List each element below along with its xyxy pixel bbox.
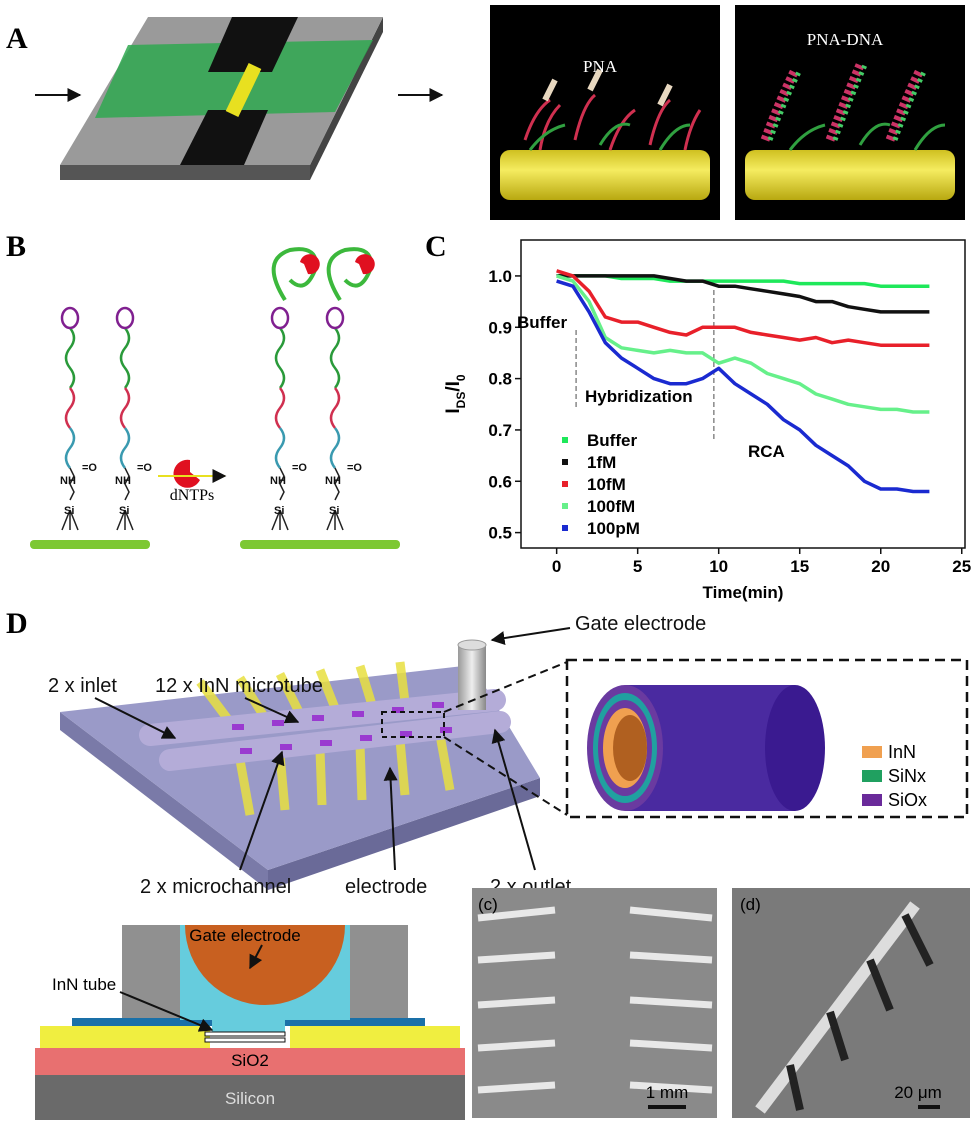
image-label: PNA	[583, 57, 618, 76]
series-line	[556, 274, 930, 288]
reagent-label: dNTPs	[170, 487, 214, 504]
y-axis-title-part: DS	[454, 392, 468, 409]
strand-label: Si	[119, 505, 129, 517]
legend-marker	[562, 437, 568, 443]
image-label: (c)	[478, 895, 498, 914]
x-tick-label: 25	[952, 557, 971, 576]
legend-swatch	[862, 746, 882, 758]
scale-label: 1 mm	[646, 1083, 689, 1102]
callout: InN tube	[52, 975, 116, 994]
cross-section	[35, 925, 465, 1120]
legend-marker	[562, 525, 568, 531]
strand-label: NH	[270, 475, 286, 487]
legend-swatch	[862, 770, 882, 782]
panel-label: A	[6, 22, 28, 55]
strand-label: NH	[115, 475, 131, 487]
series-line	[556, 279, 930, 494]
device-3d	[60, 639, 969, 890]
legend-marker	[562, 459, 568, 465]
legend-marker	[562, 503, 568, 509]
legend-label: SiOx	[888, 790, 927, 810]
annotation: Buffer	[517, 313, 567, 332]
panel-label: B	[6, 230, 26, 263]
series-line	[556, 274, 930, 314]
strand-label: Si	[274, 505, 284, 517]
y-tick-label: 1.0	[488, 267, 512, 286]
callout: 2 x inlet	[48, 675, 117, 697]
legend-label: 100pM	[587, 519, 640, 538]
x-tick-label: 15	[790, 557, 809, 576]
x-axis-title: Time(min)	[703, 583, 784, 602]
legend-label: InN	[888, 742, 916, 762]
legend-swatch	[862, 794, 882, 806]
strand-label: NH	[325, 475, 341, 487]
sem-image-d	[732, 888, 970, 1118]
legend-label: SiNx	[888, 766, 926, 786]
legend-label: 10fM	[587, 475, 626, 494]
annotation: Hybridization	[585, 387, 693, 406]
image-label: (d)	[740, 895, 761, 914]
legend-marker	[562, 481, 568, 487]
series-line	[556, 274, 930, 414]
strand-label: =O	[82, 462, 97, 474]
legend-label: 1fM	[587, 453, 616, 472]
y-axis-title: IDS/I0	[443, 374, 468, 414]
y-axis-title-part: 0	[454, 374, 468, 381]
callout: 12 x InN microtube	[155, 675, 323, 697]
y-axis-title-part: I	[443, 408, 464, 413]
scale-label: 20 μm	[894, 1083, 942, 1102]
callout: Gate electrode	[575, 613, 706, 635]
callout: Gate electrode	[189, 926, 301, 945]
x-tick-label: 5	[633, 557, 642, 576]
panel-label: D	[6, 607, 28, 640]
y-tick-label: 0.6	[488, 472, 512, 491]
pna-dna-image: PNA-DNA	[735, 5, 965, 220]
x-tick-label: 10	[709, 557, 728, 576]
image-label: PNA-DNA	[807, 30, 884, 49]
y-tick-label: 0.9	[488, 318, 512, 337]
y-tick-label: 0.7	[488, 421, 512, 440]
layer-label: Silicon	[225, 1089, 275, 1108]
x-tick-label: 20	[871, 557, 890, 576]
strand-schematic	[30, 247, 400, 549]
device-schematic	[60, 17, 383, 180]
strand-label: Si	[64, 505, 74, 517]
strand-label: =O	[347, 462, 362, 474]
annotation: RCA	[748, 442, 785, 461]
callout: 2 x microchannel	[140, 876, 291, 898]
series-line	[556, 269, 930, 347]
y-axis-title-part: /I	[443, 381, 464, 392]
x-tick-label: 0	[552, 557, 561, 576]
y-tick-label: 0.5	[488, 524, 512, 543]
legend-label: Buffer	[587, 431, 637, 450]
panel-label: C	[425, 230, 447, 263]
strand-label: =O	[292, 462, 307, 474]
strand-label: =O	[137, 462, 152, 474]
layer-legend: InN SiNx SiOx	[862, 742, 927, 810]
y-tick-label: 0.8	[488, 370, 512, 389]
strand-label: Si	[329, 505, 339, 517]
layer-label: SiO2	[231, 1051, 269, 1070]
plot-frame	[520, 239, 966, 549]
strand-label: NH	[60, 475, 76, 487]
chart: 0 5 10 15 20 25 0.5 0.6 0.7 0.8 0.9 1.0 Time(min) IDS…	[443, 239, 971, 602]
pna-image: PNA	[490, 5, 720, 220]
callout-arrows	[94, 627, 571, 871]
sem-image-c	[472, 888, 717, 1118]
callout: electrode	[345, 876, 427, 898]
legend-label: 100fM	[587, 497, 635, 516]
